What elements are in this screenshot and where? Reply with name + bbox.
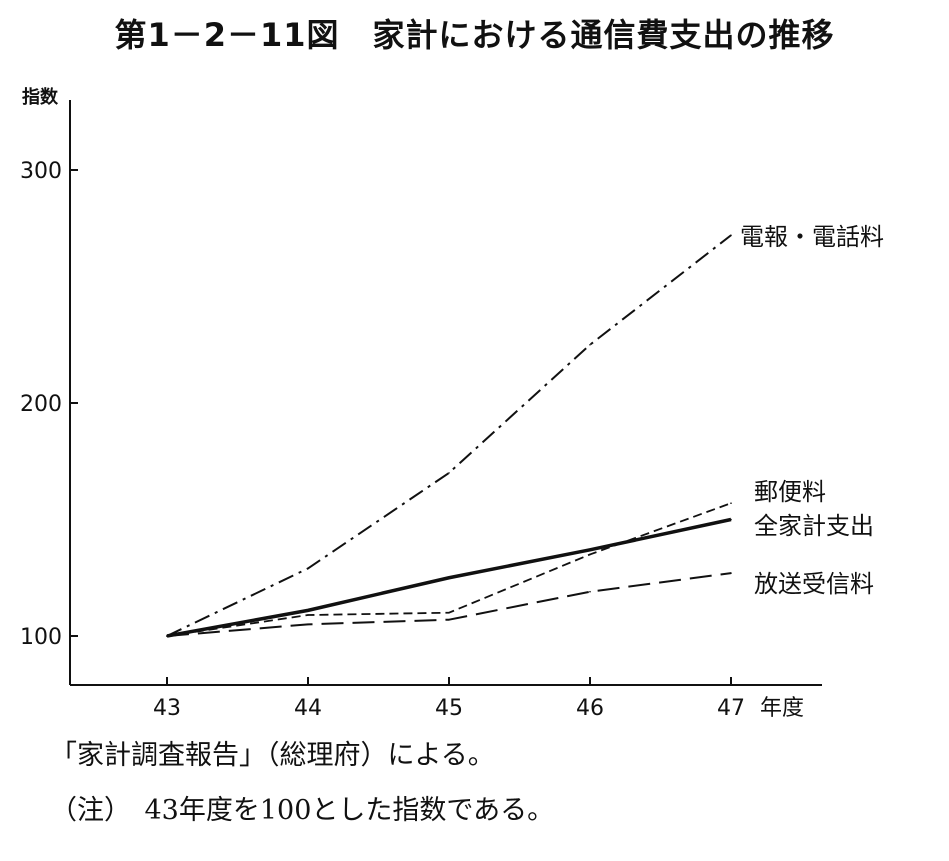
chart-title: 第1－2－11図 家計における通信費支出の推移 [114,16,835,54]
ticks: 100 200 300 43 44 45 46 47 [20,159,745,721]
data-point [166,635,168,637]
x-axis-label: 年度 [760,696,804,721]
data-point [730,234,732,237]
x-tick-label: 43 [153,696,181,721]
data-point [307,609,309,612]
y-tick-label: 200 [20,392,62,417]
data-point [730,502,732,504]
x-tick-label: 47 [717,696,745,721]
data-point [448,472,450,474]
series-label: 郵便料 [754,478,826,506]
data-point [589,548,591,551]
source-note: 「家計調査報告」（総理府）による。 [50,740,495,771]
x-tick-label: 46 [576,696,604,721]
data-point [448,611,450,614]
data-point [730,518,732,521]
data-point [307,614,309,616]
y-tick-label: 100 [20,625,62,650]
series-line [166,502,732,637]
footnote: （注） 43年度を100とした指数である。 [50,795,555,826]
series-label: 放送受信料 [754,570,874,598]
data-point [448,618,450,621]
data-point [730,572,732,574]
series-label: 電報・電話料 [740,223,884,251]
y-tick-label: 300 [20,159,62,184]
axes: 指数 年度 [22,86,822,721]
data-point [589,590,591,593]
series-label: 全家計支出 [754,512,874,540]
series-line [166,234,732,637]
data-point [448,576,450,579]
series-lines [166,234,732,638]
x-tick-label: 45 [435,696,463,721]
data-point [589,343,591,346]
x-tick-label: 44 [294,696,322,721]
y-axis-label: 指数 [22,86,59,108]
data-point [589,553,591,556]
data-point [307,567,309,570]
data-point [307,623,309,626]
series-line [166,572,732,637]
